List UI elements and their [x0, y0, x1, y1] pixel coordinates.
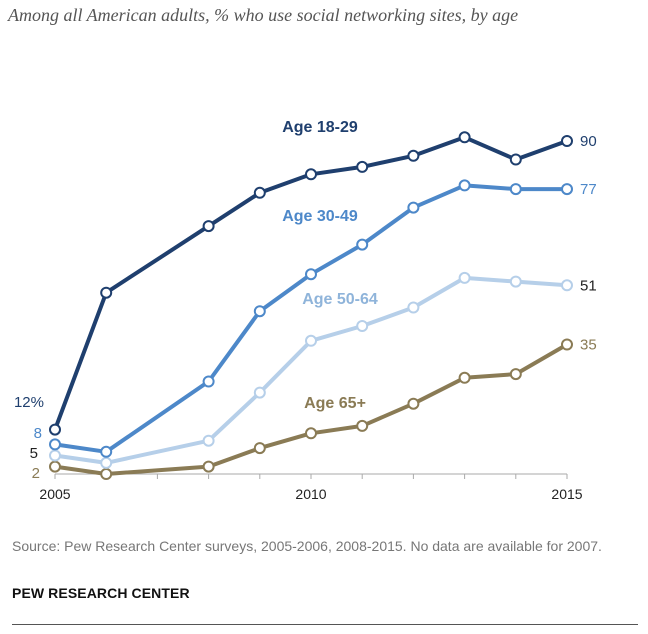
- data-point: [202, 375, 215, 388]
- data-point: [356, 320, 369, 332]
- x-tick-label: 2010: [295, 486, 326, 502]
- data-point: [253, 186, 266, 199]
- data-point: [49, 460, 61, 473]
- data-point: [458, 271, 471, 284]
- data-point: [561, 183, 573, 196]
- data-point: [100, 286, 113, 299]
- series-start-label: 12%: [14, 394, 44, 411]
- data-point: [356, 419, 369, 432]
- bottom-divider: [12, 624, 638, 625]
- series-line: [53, 183, 569, 454]
- chart-subtitle: Among all American adults, % who use soc…: [8, 5, 519, 25]
- series-name-label: Age 18-29: [282, 119, 358, 136]
- series-start-label: 5: [30, 445, 38, 462]
- series-end-label: 90: [580, 133, 597, 150]
- data-point: [509, 368, 522, 381]
- data-point: [305, 268, 317, 281]
- data-point: [253, 442, 266, 455]
- series-name-label: Age 65+: [304, 395, 366, 412]
- data-point: [202, 220, 215, 233]
- data-point: [253, 305, 266, 318]
- x-tick-label: 2015: [551, 486, 582, 502]
- chart-labels: Age 18-29 12% 90 Age 30-49 8 77 Age 50-64 5 51 Ag…: [14, 119, 597, 482]
- data-point: [407, 149, 420, 162]
- data-point: [509, 275, 522, 288]
- x-axis: 2005 2010 2015: [39, 473, 583, 502]
- data-point: [561, 279, 573, 292]
- data-point: [202, 434, 215, 447]
- series-end-label: 77: [580, 181, 597, 198]
- data-point: [407, 201, 420, 214]
- x-tick-label: 2005: [39, 486, 70, 502]
- data-point: [561, 338, 573, 351]
- data-point: [305, 427, 317, 440]
- data-point: [458, 371, 471, 384]
- source-note: Source: Pew Research Center surveys, 200…: [12, 538, 602, 554]
- data-point: [100, 468, 113, 480]
- data-point: [100, 456, 113, 469]
- data-point: [305, 168, 317, 181]
- data-point: [49, 423, 61, 436]
- data-point: [509, 183, 522, 196]
- series-name-label: Age 30-49: [282, 208, 358, 225]
- data-point: [458, 131, 471, 144]
- data-point: [305, 334, 317, 347]
- series-lines: [49, 131, 573, 480]
- data-point: [407, 301, 420, 314]
- data-point: [509, 153, 522, 166]
- series-end-label: 51: [580, 277, 597, 294]
- data-point: [561, 135, 573, 147]
- data-point: [356, 238, 369, 251]
- series-line: [53, 342, 569, 476]
- data-point: [49, 438, 61, 451]
- data-point: [458, 179, 471, 192]
- brand-name: PEW RESEARCH CENTER: [12, 585, 190, 601]
- data-point: [49, 449, 61, 462]
- series-line: [53, 135, 569, 432]
- series-end-label: 35: [580, 337, 597, 354]
- data-point: [356, 160, 369, 173]
- series-start-label: 8: [34, 425, 42, 442]
- series-start-label: 2: [32, 465, 40, 482]
- series-line: [53, 275, 569, 465]
- data-point: [100, 445, 113, 458]
- data-point: [253, 386, 266, 399]
- data-point: [202, 460, 215, 473]
- data-point: [407, 397, 420, 410]
- series-name-label: Age 50-64: [302, 291, 378, 308]
